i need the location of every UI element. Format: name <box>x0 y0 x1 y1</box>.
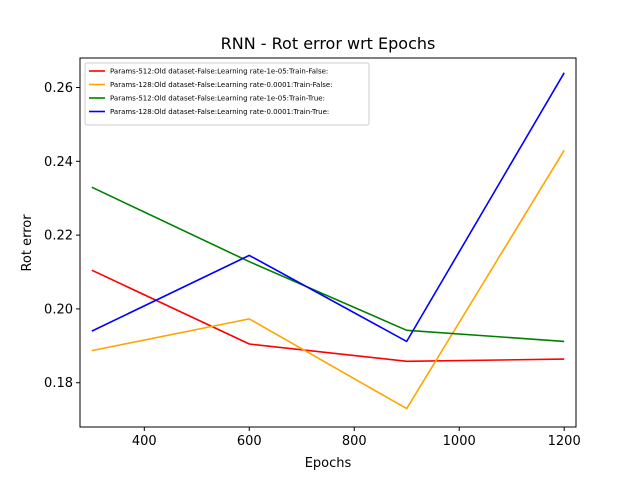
legend-box <box>84 62 370 126</box>
series-line-1 <box>91 269 565 363</box>
y-tick-label: 0.20 <box>44 302 73 317</box>
legend: Params-512:Old dataset-False:Learning ra… <box>84 62 370 126</box>
y-axis: 0.18 0.20 0.22 0.24 0.26 <box>44 81 80 391</box>
series-line-3 <box>91 186 565 343</box>
x-tick-label: 1000 <box>443 434 476 449</box>
series-line-4 <box>91 72 565 343</box>
plot-area <box>91 72 565 410</box>
chart-title: RNN - Rot error wrt Epochs <box>221 34 436 53</box>
legend-entry-label: Params-512:Old dataset-False:Learning ra… <box>110 95 325 103</box>
x-tick-label: 1200 <box>548 434 581 449</box>
legend-entry-label: Params-128:Old dataset-False:Learning ra… <box>110 81 333 89</box>
y-tick-label: 0.26 <box>44 81 73 96</box>
y-tick-label: 0.18 <box>44 376 73 391</box>
legend-entry-label: Params-512:Old dataset-False:Learning ra… <box>110 68 328 76</box>
axes-frame <box>79 57 577 428</box>
y-axis-label: Rot error <box>20 214 35 272</box>
x-tick-label: 400 <box>132 434 157 449</box>
y-tick-label: 0.24 <box>44 155 73 170</box>
x-axis: 400 600 800 1000 1200 <box>132 427 581 449</box>
y-tick-label: 0.22 <box>44 229 73 244</box>
x-tick-label: 600 <box>237 434 262 449</box>
x-axis-label: Epochs <box>305 456 352 471</box>
series-line-2 <box>91 149 565 410</box>
x-tick-label: 800 <box>342 434 367 449</box>
legend-entry-label: Params-128:Old dataset-False:Learning ra… <box>110 108 329 116</box>
